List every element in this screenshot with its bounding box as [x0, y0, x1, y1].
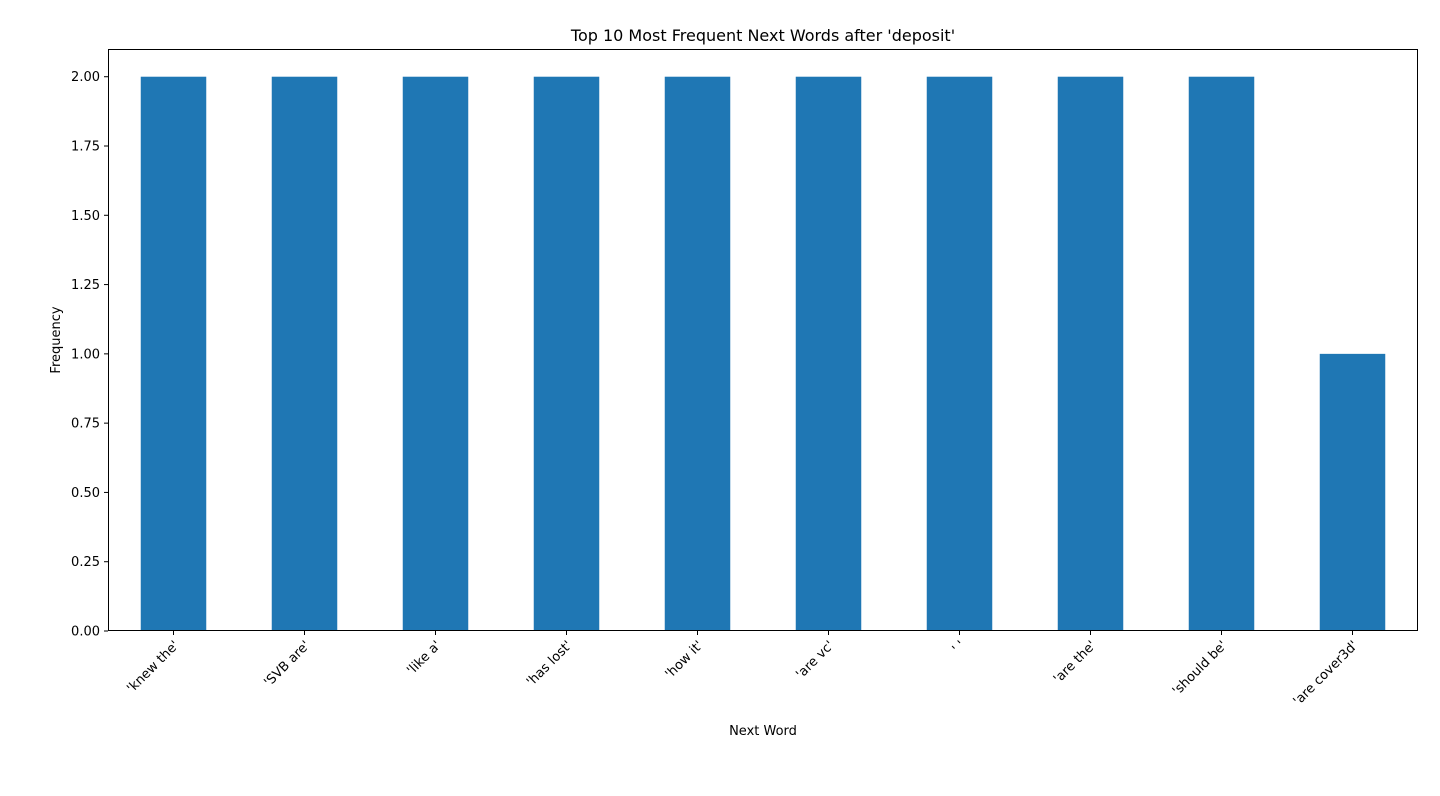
x-tick-label: 'how it': [663, 638, 707, 682]
x-tick-label: 'SVB are': [261, 638, 313, 690]
chart-title: Top 10 Most Frequent Next Words after 'd…: [570, 26, 955, 45]
x-tick-label: 'has lost': [524, 638, 575, 689]
y-axis-label: Frequency: [49, 306, 64, 373]
y-axis-ticks: 0.00 0.25 0.50 0.75 1.00 1.25 1.50 1.75 2.00: [71, 70, 108, 640]
bar: [1319, 353, 1386, 631]
y-tick-label: 0.75: [71, 417, 100, 432]
y-tick-label: 1.75: [71, 140, 100, 155]
x-tick-label: 'are cover3d': [1291, 638, 1362, 709]
bar: [1188, 76, 1255, 631]
y-tick-label: 1.00: [71, 347, 100, 362]
x-tick-label: ' ': [950, 638, 969, 657]
y-tick-label: 0.50: [71, 486, 100, 501]
x-tick-label: 'are the': [1051, 638, 1100, 687]
bar: [664, 76, 731, 631]
y-tick-label: 0.25: [71, 555, 100, 570]
bar: [926, 76, 993, 631]
x-tick-label: 'like a': [404, 638, 444, 678]
bars-group: [140, 76, 1386, 631]
x-axis-label: Next Word: [729, 724, 797, 739]
bar: [402, 76, 469, 631]
x-axis-ticks: 'knew the' 'SVB are' 'like a' 'has lost' 'ho…: [124, 631, 1361, 709]
bar: [140, 76, 207, 631]
y-tick-label: 0.00: [71, 625, 100, 640]
y-tick-label: 1.50: [71, 209, 100, 224]
x-tick-label: 'should be': [1170, 638, 1231, 699]
bar: [271, 76, 338, 631]
x-tick-label: 'are vc': [793, 638, 837, 682]
x-tick-label: 'knew the': [124, 638, 182, 696]
y-tick-label: 1.25: [71, 278, 100, 293]
bar: [533, 76, 600, 631]
y-tick-label: 2.00: [71, 70, 100, 85]
plot-frame: [108, 49, 1418, 631]
bar: [1057, 76, 1124, 631]
bar: [795, 76, 862, 631]
